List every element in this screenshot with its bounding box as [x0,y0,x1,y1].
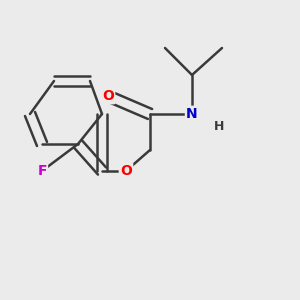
Text: O: O [102,89,114,103]
Text: F: F [37,164,47,178]
Text: N: N [186,107,198,121]
Text: H: H [213,119,225,133]
Text: H: H [214,119,224,133]
Text: O: O [120,164,132,178]
